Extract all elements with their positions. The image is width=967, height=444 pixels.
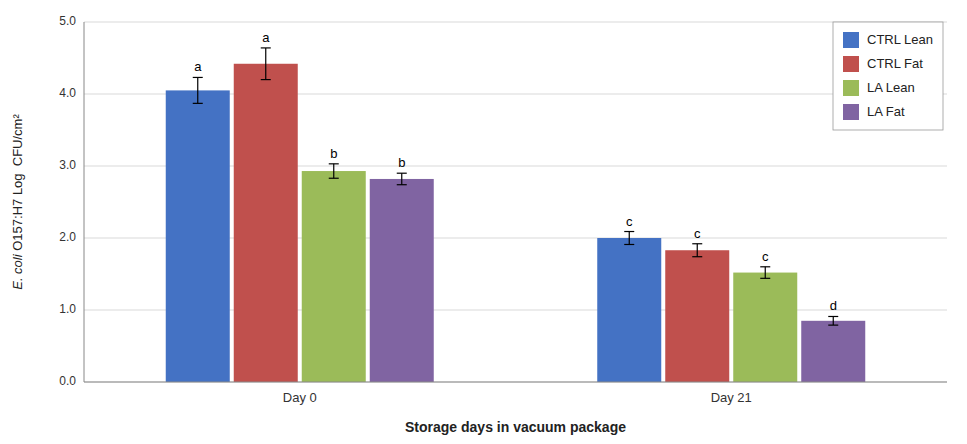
letter-annotation: a bbox=[194, 59, 202, 74]
legend-label: CTRL Lean bbox=[867, 32, 933, 47]
error-stem bbox=[333, 164, 334, 178]
error-cap bbox=[397, 184, 407, 185]
error-cap bbox=[397, 173, 407, 174]
error-stem bbox=[265, 48, 266, 80]
legend-label: LA Fat bbox=[867, 104, 905, 119]
error-bar bbox=[397, 173, 407, 185]
error-cap bbox=[261, 79, 271, 80]
y-axis: 0.0 1.0 2.0 3.0 4.0 5.0 bbox=[59, 14, 947, 388]
letter-annotation: b bbox=[398, 155, 405, 170]
error-bar bbox=[692, 244, 702, 257]
legend-label: CTRL Fat bbox=[867, 56, 923, 71]
bars bbox=[166, 48, 866, 382]
y-axis-line bbox=[84, 22, 85, 382]
legend-swatch bbox=[843, 56, 859, 72]
x-axis-line bbox=[84, 382, 947, 383]
y-axis-label: E. coli O157:H7 Log CFU/cm² bbox=[10, 114, 25, 290]
error-cap bbox=[760, 266, 770, 267]
annotations: a c a c b c b d bbox=[194, 30, 837, 314]
error-bar bbox=[329, 164, 339, 178]
bar bbox=[597, 238, 661, 382]
bar bbox=[801, 321, 865, 382]
legend: CTRL Lean CTRL Fat LA Lean LA Fat bbox=[833, 22, 943, 130]
letter-annotation: c bbox=[694, 226, 701, 241]
error-cap bbox=[329, 178, 339, 179]
error-cap bbox=[329, 163, 339, 164]
legend-swatch bbox=[843, 32, 859, 48]
error-stem bbox=[833, 316, 834, 325]
bar bbox=[665, 250, 729, 382]
chart-container: 0.0 1.0 2.0 3.0 4.0 5.0 a c a c b c b d Day 0 Day 21 Sto… bbox=[0, 0, 967, 444]
bar bbox=[166, 90, 230, 382]
bar bbox=[733, 273, 797, 382]
y-axis-label-italic: E. coli bbox=[10, 253, 25, 290]
error-stem bbox=[765, 267, 766, 279]
error-bar bbox=[760, 267, 770, 279]
error-cap bbox=[261, 47, 271, 48]
error-bar bbox=[624, 232, 634, 245]
letter-annotation: c bbox=[762, 249, 769, 264]
error-cap bbox=[624, 231, 634, 232]
bar bbox=[302, 171, 366, 382]
letter-annotation: b bbox=[330, 146, 337, 161]
error-cap bbox=[828, 325, 838, 326]
grid-line bbox=[84, 382, 947, 383]
bar bbox=[370, 179, 434, 382]
y-tick-label: 3.0 bbox=[59, 158, 76, 172]
y-axis-label-rest: O157:H7 Log CFU/cm² bbox=[10, 114, 25, 255]
letter-annotation: d bbox=[830, 298, 837, 313]
y-tick-label: 1.0 bbox=[59, 302, 76, 316]
error-stem bbox=[697, 244, 698, 257]
error-cap bbox=[760, 278, 770, 279]
error-cap bbox=[624, 244, 634, 245]
error-bar bbox=[828, 316, 838, 325]
legend-swatch bbox=[843, 104, 859, 120]
error-cap bbox=[193, 103, 203, 104]
x-axis-label: Storage days in vacuum package bbox=[405, 419, 626, 435]
error-cap bbox=[193, 77, 203, 78]
legend-swatch bbox=[843, 80, 859, 96]
x-tick-label: Day 21 bbox=[711, 390, 752, 405]
error-cap bbox=[828, 316, 838, 317]
y-tick-label: 2.0 bbox=[59, 230, 76, 244]
grid-line bbox=[84, 22, 947, 23]
error-cap bbox=[692, 243, 702, 244]
error-cap bbox=[692, 256, 702, 257]
error-bar bbox=[193, 77, 203, 103]
chart: 0.0 1.0 2.0 3.0 4.0 5.0 a c a c b c b d Day 0 Day 21 Sto… bbox=[0, 0, 967, 444]
bar bbox=[234, 64, 298, 382]
error-bar bbox=[261, 48, 271, 80]
error-stem bbox=[197, 77, 198, 103]
legend-frame bbox=[833, 22, 943, 130]
error-stem bbox=[629, 232, 630, 245]
legend-label: LA Lean bbox=[867, 80, 915, 95]
error-stem bbox=[401, 173, 402, 185]
y-tick-label: 5.0 bbox=[59, 14, 76, 28]
x-tick-label: Day 0 bbox=[283, 390, 317, 405]
letter-annotation: c bbox=[626, 214, 633, 229]
letter-annotation: a bbox=[262, 30, 270, 45]
y-tick-label: 4.0 bbox=[59, 86, 76, 100]
y-tick-label: 0.0 bbox=[59, 374, 76, 388]
